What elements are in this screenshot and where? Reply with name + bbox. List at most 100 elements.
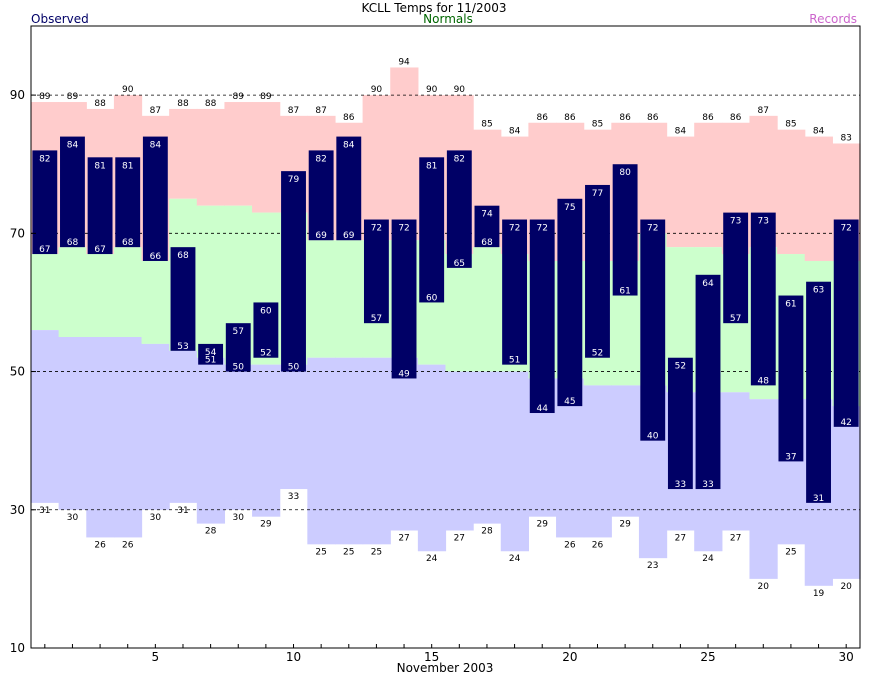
record-low-label: 29 bbox=[536, 520, 548, 530]
observed-low-label: 40 bbox=[647, 432, 659, 442]
record-high-label: 85 bbox=[592, 120, 603, 130]
observed-bar bbox=[806, 281, 831, 503]
record-low-label: 20 bbox=[758, 582, 770, 592]
record-low-band bbox=[390, 357, 419, 531]
observed-low-label: 50 bbox=[233, 363, 245, 373]
observed-bar bbox=[253, 302, 279, 358]
record-high-label: 86 bbox=[730, 113, 742, 123]
record-low-label: 28 bbox=[481, 527, 493, 537]
record-low-label: 27 bbox=[398, 534, 409, 544]
observed-low-label: 68 bbox=[122, 238, 134, 248]
observed-high-label: 72 bbox=[371, 224, 382, 234]
observed-high-label: 72 bbox=[840, 224, 851, 234]
observed-high-label: 52 bbox=[675, 362, 686, 372]
record-low-band bbox=[196, 357, 226, 524]
record-low-label: 27 bbox=[730, 534, 741, 544]
record-high-label: 87 bbox=[315, 106, 326, 116]
record-low-band bbox=[58, 337, 87, 510]
record-low-band bbox=[362, 357, 391, 545]
normal-band bbox=[196, 205, 226, 358]
record-high-label: 86 bbox=[343, 113, 355, 123]
record-low-band bbox=[252, 364, 281, 517]
record-high-label: 89 bbox=[39, 92, 51, 102]
record-low-label: 33 bbox=[288, 492, 299, 502]
observed-low-label: 69 bbox=[315, 231, 327, 241]
grid-lines bbox=[31, 94, 860, 511]
record-high-band bbox=[224, 102, 253, 206]
observed-high-label: 81 bbox=[122, 161, 133, 171]
observed-high-label: 68 bbox=[177, 251, 189, 261]
legend-normals: Normals bbox=[423, 12, 473, 26]
observed-high-label: 72 bbox=[509, 224, 520, 234]
normal-band bbox=[113, 247, 143, 337]
observed-bars bbox=[32, 136, 859, 503]
record-low-label: 19 bbox=[813, 589, 825, 599]
record-high-label: 84 bbox=[813, 127, 825, 137]
record-low-label: 30 bbox=[150, 513, 162, 523]
legend-observed: Observed bbox=[31, 12, 89, 26]
axis-ticks: 10 30 50 70 90 5 10 15 20 25 30 bbox=[10, 88, 854, 664]
record-low-band bbox=[417, 364, 447, 552]
observed-low-label: 33 bbox=[675, 480, 686, 490]
record-high-label: 85 bbox=[785, 120, 796, 130]
record-low-band bbox=[169, 350, 198, 503]
record-high-label: 86 bbox=[564, 113, 576, 123]
x-tick-label: 30 bbox=[839, 650, 854, 664]
record-high-label: 88 bbox=[94, 99, 106, 109]
record-low-label: 25 bbox=[371, 547, 382, 557]
record-high-band bbox=[638, 122, 668, 234]
record-low-label: 30 bbox=[233, 513, 245, 523]
record-low-band bbox=[721, 392, 751, 531]
observed-bar bbox=[612, 164, 638, 296]
chart-title: KCLL Temps for 11/2003 bbox=[362, 1, 507, 15]
record-low-label: 27 bbox=[454, 534, 465, 544]
observed-bar bbox=[502, 219, 528, 365]
record-high-band bbox=[777, 129, 806, 255]
observed-low-label: 61 bbox=[619, 287, 630, 297]
observed-bar bbox=[225, 323, 251, 372]
observed-high-label: 74 bbox=[481, 210, 493, 220]
observed-low-label: 68 bbox=[481, 238, 493, 248]
observed-low-label: 31 bbox=[813, 494, 824, 504]
record-high-label: 87 bbox=[758, 106, 769, 116]
record-low-label: 28 bbox=[205, 527, 217, 537]
observed-high-label: 54 bbox=[205, 348, 217, 358]
observed-low-label: 67 bbox=[94, 245, 105, 255]
record-low-label: 31 bbox=[177, 506, 188, 516]
observed-low-label: 42 bbox=[840, 418, 851, 428]
normal-band bbox=[58, 247, 87, 337]
observed-low-label: 48 bbox=[758, 376, 770, 386]
normal-band bbox=[307, 240, 336, 358]
observed-bar bbox=[363, 219, 389, 324]
record-high-band bbox=[666, 136, 695, 248]
observed-low-label: 60 bbox=[426, 293, 438, 303]
record-low-label: 23 bbox=[647, 561, 658, 571]
observed-bar bbox=[170, 247, 196, 351]
record-low-label: 29 bbox=[619, 520, 631, 530]
record-high-label: 88 bbox=[177, 99, 189, 109]
record-high-band bbox=[196, 108, 226, 206]
record-high-band bbox=[252, 102, 281, 213]
x-tick-label: 15 bbox=[424, 650, 439, 664]
observed-low-label: 51 bbox=[509, 356, 520, 366]
observed-bar bbox=[557, 198, 583, 407]
observed-high-label: 81 bbox=[426, 161, 437, 171]
observed-high-label: 72 bbox=[647, 224, 658, 234]
record-high-label: 90 bbox=[371, 85, 383, 95]
record-high-label: 83 bbox=[840, 133, 851, 143]
record-low-band bbox=[583, 385, 612, 538]
record-low-label: 26 bbox=[564, 540, 576, 550]
observed-high-label: 73 bbox=[758, 217, 769, 227]
y-tick-label: 10 bbox=[10, 641, 25, 655]
observed-low-label: 57 bbox=[730, 314, 741, 324]
observed-bar bbox=[723, 212, 749, 324]
normal-band bbox=[445, 254, 474, 372]
x-tick-label: 20 bbox=[562, 650, 577, 664]
record-low-band bbox=[141, 343, 170, 510]
record-low-band bbox=[334, 357, 364, 545]
observed-high-label: 63 bbox=[813, 286, 824, 296]
observed-bar bbox=[32, 150, 58, 255]
observed-bar bbox=[778, 295, 804, 462]
observed-bar bbox=[419, 157, 445, 303]
